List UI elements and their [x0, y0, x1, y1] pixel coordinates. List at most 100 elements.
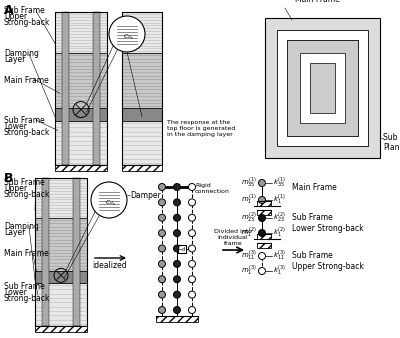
Circle shape — [188, 245, 196, 252]
Bar — [287, 40, 358, 136]
Circle shape — [158, 276, 166, 283]
Text: Layer: Layer — [4, 228, 25, 237]
Bar — [35, 178, 87, 326]
Text: Damping: Damping — [4, 222, 39, 231]
Circle shape — [174, 260, 180, 267]
Bar — [257, 210, 271, 215]
Text: Strong-back: Strong-back — [4, 294, 50, 303]
Circle shape — [188, 199, 196, 206]
Bar — [55, 108, 107, 121]
Text: $m_{11}^{(3)}$: $m_{11}^{(3)}$ — [241, 249, 257, 263]
Circle shape — [158, 291, 166, 298]
Circle shape — [258, 267, 266, 274]
Text: Upper: Upper — [4, 184, 27, 193]
Text: $m_{1}^{(1)}$: $m_{1}^{(1)}$ — [241, 193, 257, 207]
Text: Strong-back: Strong-back — [4, 190, 50, 199]
Text: A: A — [4, 4, 14, 17]
Circle shape — [258, 230, 266, 237]
Circle shape — [174, 199, 180, 206]
Text: Sub Frame: Sub Frame — [4, 178, 45, 187]
Circle shape — [188, 230, 196, 237]
Circle shape — [188, 184, 196, 191]
Text: Upper: Upper — [4, 12, 27, 21]
Bar — [73, 178, 80, 326]
Bar — [35, 271, 87, 283]
Bar — [35, 326, 87, 332]
Bar — [62, 12, 69, 165]
Bar — [55, 12, 107, 165]
Text: Sub Frame: Sub Frame — [383, 134, 400, 143]
Text: $m_{35}^{(1)}$: $m_{35}^{(1)}$ — [241, 176, 257, 190]
Text: B: B — [4, 172, 14, 185]
Text: $k_{1}^{(2)}$: $k_{1}^{(2)}$ — [273, 226, 286, 240]
Bar — [42, 178, 49, 326]
Text: Sub Frame
Lower Strong-back: Sub Frame Lower Strong-back — [292, 213, 364, 233]
Circle shape — [91, 182, 127, 218]
Circle shape — [188, 291, 196, 298]
Circle shape — [174, 230, 180, 237]
Circle shape — [188, 214, 196, 221]
Text: Plan: Plan — [383, 144, 400, 152]
Text: $C_{d_n}$: $C_{d_n}$ — [122, 32, 134, 42]
Bar — [93, 12, 100, 165]
Bar — [55, 121, 107, 165]
Bar — [122, 12, 162, 53]
Bar — [277, 30, 368, 146]
Text: Divided into
individual
frame: Divided into individual frame — [214, 230, 252, 246]
Text: $m_{1}^{(2)}$: $m_{1}^{(2)}$ — [241, 226, 257, 240]
Text: $k_{1}^{(1)}$: $k_{1}^{(1)}$ — [273, 193, 286, 207]
Circle shape — [188, 260, 196, 267]
Text: Main Frame: Main Frame — [4, 76, 49, 85]
Bar — [257, 234, 271, 239]
Bar — [122, 121, 162, 165]
Circle shape — [174, 276, 180, 283]
Text: Main Frame: Main Frame — [4, 249, 49, 258]
Bar — [122, 108, 162, 121]
Text: Sub Frame: Sub Frame — [4, 282, 45, 291]
Text: $C_{d_n}$: $C_{d_n}$ — [104, 198, 116, 208]
Circle shape — [158, 199, 166, 206]
Bar — [300, 53, 345, 123]
Text: Sub Frame
Upper Strong-back: Sub Frame Upper Strong-back — [292, 251, 364, 271]
Text: $k_{35}^{(1)}$: $k_{35}^{(1)}$ — [273, 176, 286, 190]
Bar — [257, 243, 271, 248]
Bar — [55, 12, 107, 53]
Circle shape — [174, 184, 180, 191]
Bar — [310, 63, 335, 113]
Text: $k_{1}^{(3)}$: $k_{1}^{(3)}$ — [273, 264, 286, 278]
Text: Damper: Damper — [130, 191, 161, 199]
Text: $C_d$: $C_d$ — [177, 243, 187, 254]
Text: Main Frame: Main Frame — [295, 0, 340, 4]
Circle shape — [158, 307, 166, 314]
Text: $m_{1}^{(3)}$: $m_{1}^{(3)}$ — [241, 264, 257, 278]
Bar — [122, 165, 162, 171]
Bar — [122, 12, 162, 165]
Text: Strong-back: Strong-back — [4, 128, 50, 137]
Text: Sub Frame: Sub Frame — [4, 6, 45, 15]
Text: Damping: Damping — [4, 49, 39, 58]
Circle shape — [158, 184, 166, 191]
Text: The response at the
top floor is generated
in the damping layer: The response at the top floor is generat… — [167, 120, 235, 137]
Bar — [156, 316, 198, 322]
Circle shape — [258, 252, 266, 260]
Bar — [257, 201, 271, 206]
Circle shape — [188, 276, 196, 283]
Text: $m_{23}^{(2)}$: $m_{23}^{(2)}$ — [241, 211, 257, 225]
Text: $k_{23}^{(2)}$: $k_{23}^{(2)}$ — [273, 211, 286, 225]
Circle shape — [188, 307, 196, 314]
Bar — [122, 53, 162, 108]
Bar — [35, 178, 87, 218]
Bar — [178, 244, 186, 252]
Circle shape — [109, 16, 145, 52]
Text: Lower: Lower — [4, 122, 27, 131]
Bar — [35, 283, 87, 326]
Text: $k_{11}^{(3)}$: $k_{11}^{(3)}$ — [273, 249, 286, 263]
Circle shape — [174, 291, 180, 298]
Bar — [55, 53, 107, 108]
Text: Sub Frame: Sub Frame — [4, 116, 45, 125]
Text: idealized: idealized — [93, 261, 127, 270]
Text: Lower: Lower — [4, 288, 27, 297]
Bar — [35, 218, 87, 271]
Text: Rigid
connection: Rigid connection — [195, 183, 230, 194]
Text: Layer: Layer — [4, 55, 25, 64]
